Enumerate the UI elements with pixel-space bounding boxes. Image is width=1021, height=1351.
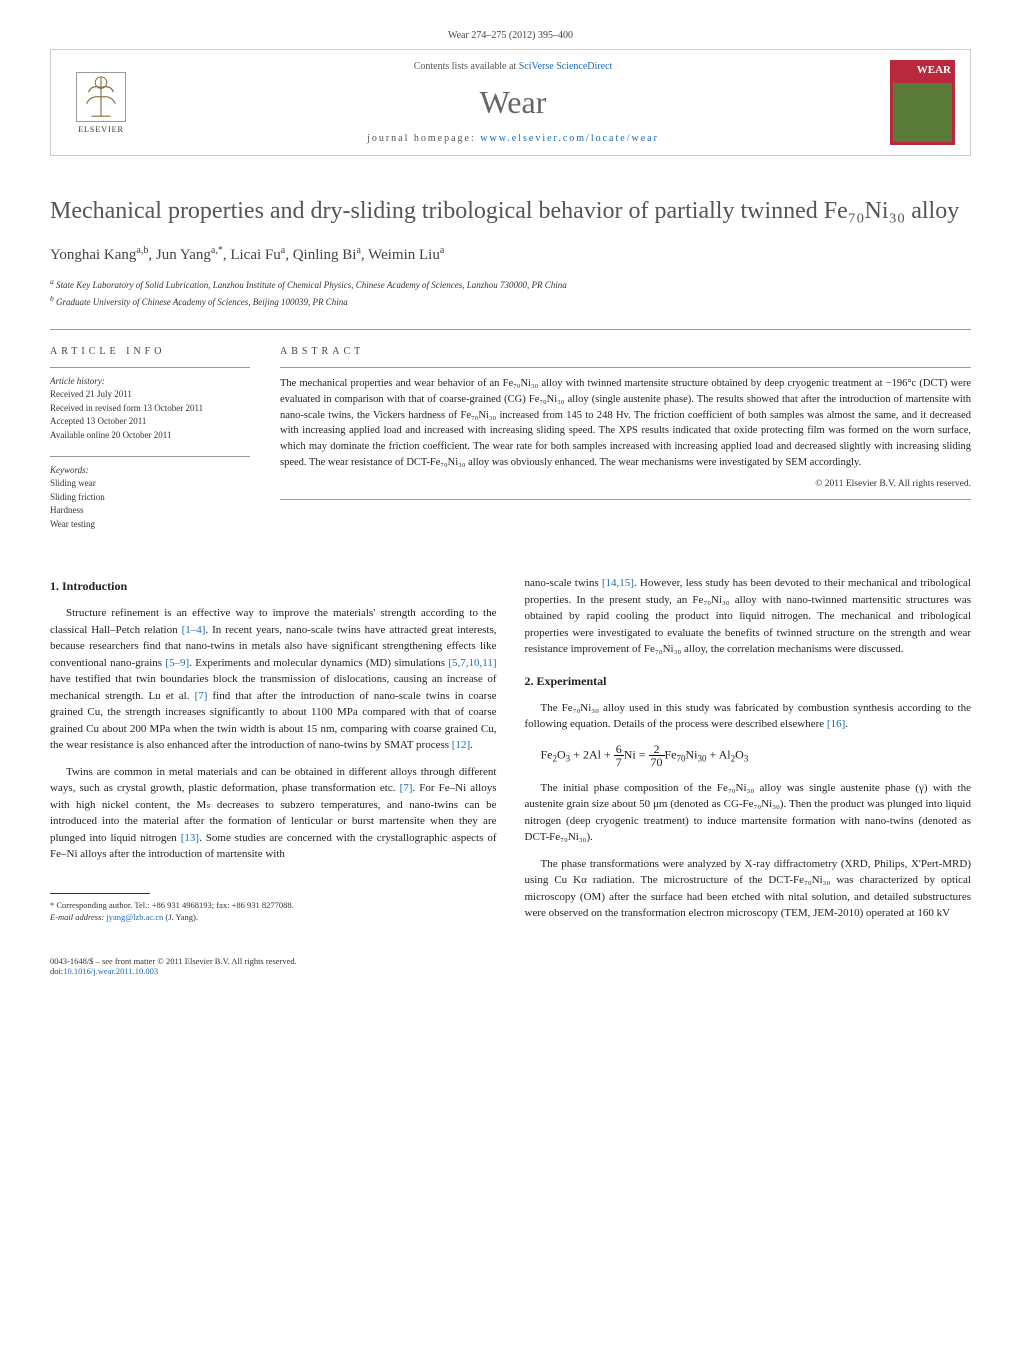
keywords-block: Keywords: Sliding wear Sliding friction … bbox=[50, 456, 250, 531]
homepage-link[interactable]: www.elsevier.com/locate/wear bbox=[480, 133, 659, 144]
sec2-para3: The phase transformations were analyzed … bbox=[525, 856, 972, 922]
footnote-separator bbox=[50, 893, 150, 894]
article-info: ARTICLE INFO Article history: Received 2… bbox=[50, 346, 250, 545]
doi-line: doi:10.1016/j.wear.2011.10.003 bbox=[50, 966, 297, 976]
doi-link[interactable]: 10.1016/j.wear.2011.10.003 bbox=[63, 966, 158, 976]
equation: Fe2O3 + 2Al + 67Ni = 270Fe70Ni30 + Al2O3 bbox=[541, 743, 972, 768]
bottom-left: 0043-1648/$ – see front matter © 2011 El… bbox=[50, 956, 297, 976]
homepage-label: journal homepage: bbox=[367, 133, 480, 144]
history-label: Article history: bbox=[50, 376, 250, 386]
email-line: E-mail address: jyang@lzb.ac.cn (J. Yang… bbox=[50, 912, 497, 924]
journal-citation: Wear 274–275 (2012) 395–400 bbox=[50, 30, 971, 41]
doi-label: doi: bbox=[50, 966, 63, 976]
keywords-label: Keywords: bbox=[50, 465, 250, 475]
abstract-column: ABSTRACT The mechanical properties and w… bbox=[280, 346, 971, 545]
sec2-para2: The initial phase composition of the Fe₇… bbox=[525, 780, 972, 846]
article-info-header: ARTICLE INFO bbox=[50, 346, 250, 357]
elsevier-text: ELSEVIER bbox=[78, 125, 124, 134]
keyword-3: Wear testing bbox=[50, 518, 250, 532]
sec1-para2: Twins are common in metal materials and … bbox=[50, 764, 497, 863]
authors: Yonghai Kanga,b, Jun Yanga,*, Licai Fua,… bbox=[50, 245, 971, 264]
body-columns: 1. Introduction Structure refinement is … bbox=[50, 575, 971, 932]
journal-header: ELSEVIER Contents lists available at Sci… bbox=[50, 49, 971, 156]
section-1-heading: 1. Introduction bbox=[50, 577, 497, 595]
history-line-2: Accepted 13 October 2011 bbox=[50, 415, 250, 429]
issn-line: 0043-1648/$ – see front matter © 2011 El… bbox=[50, 956, 297, 966]
contents-text: Contents lists available at bbox=[414, 61, 519, 72]
history-line-3: Available online 20 October 2011 bbox=[50, 429, 250, 443]
homepage-line: journal homepage: www.elsevier.com/locat… bbox=[136, 133, 890, 144]
sec2-para1: The Fe₇₀Ni₃₀ alloy used in this study wa… bbox=[525, 700, 972, 733]
sec1-para2-cont: nano-scale twins [14,15]. However, less … bbox=[525, 575, 972, 658]
cover-band bbox=[893, 83, 952, 142]
journal-name: Wear bbox=[136, 84, 890, 121]
affiliation-a: a State Key Laboratory of Solid Lubricat… bbox=[50, 276, 971, 293]
journal-cover: WEAR bbox=[890, 60, 955, 145]
cover-title: WEAR bbox=[890, 60, 955, 80]
contents-line: Contents lists available at SciVerse Sci… bbox=[136, 61, 890, 72]
affiliation-b: b Graduate University of Chinese Academy… bbox=[50, 293, 971, 310]
abstract-copyright: © 2011 Elsevier B.V. All rights reserved… bbox=[280, 479, 971, 500]
sciencedirect-link[interactable]: SciVerse ScienceDirect bbox=[519, 61, 613, 72]
elsevier-logo: ELSEVIER bbox=[66, 63, 136, 143]
bottom-row: 0043-1648/$ – see front matter © 2011 El… bbox=[50, 956, 971, 976]
email-link[interactable]: jyang@lzb.ac.cn bbox=[106, 912, 163, 922]
elsevier-tree-icon bbox=[76, 72, 126, 122]
section-2-heading: 2. Experimental bbox=[525, 672, 972, 690]
affiliations: a State Key Laboratory of Solid Lubricat… bbox=[50, 276, 971, 309]
corresponding-line: * Corresponding author. Tel.: +86 931 49… bbox=[50, 900, 497, 912]
history-block: Article history: Received 21 July 2011 R… bbox=[50, 367, 250, 442]
history-line-0: Received 21 July 2011 bbox=[50, 388, 250, 402]
header-center: Contents lists available at SciVerse Sci… bbox=[136, 61, 890, 144]
keyword-1: Sliding friction bbox=[50, 491, 250, 505]
keyword-0: Sliding wear bbox=[50, 477, 250, 491]
sec1-para1: Structure refinement is an effective way… bbox=[50, 605, 497, 754]
email-label: E-mail address: bbox=[50, 912, 106, 922]
left-column: 1. Introduction Structure refinement is … bbox=[50, 575, 497, 932]
info-abstract-row: ARTICLE INFO Article history: Received 2… bbox=[50, 329, 971, 545]
article-title: Mechanical properties and dry-sliding tr… bbox=[50, 196, 971, 227]
corresponding-footnote: * Corresponding author. Tel.: +86 931 49… bbox=[50, 900, 497, 924]
abstract-text: The mechanical properties and wear behav… bbox=[280, 367, 971, 471]
right-column: nano-scale twins [14,15]. However, less … bbox=[525, 575, 972, 932]
email-note: (J. Yang). bbox=[163, 912, 198, 922]
keyword-2: Hardness bbox=[50, 504, 250, 518]
history-line-1: Received in revised form 13 October 2011 bbox=[50, 402, 250, 416]
abstract-header: ABSTRACT bbox=[280, 346, 971, 357]
